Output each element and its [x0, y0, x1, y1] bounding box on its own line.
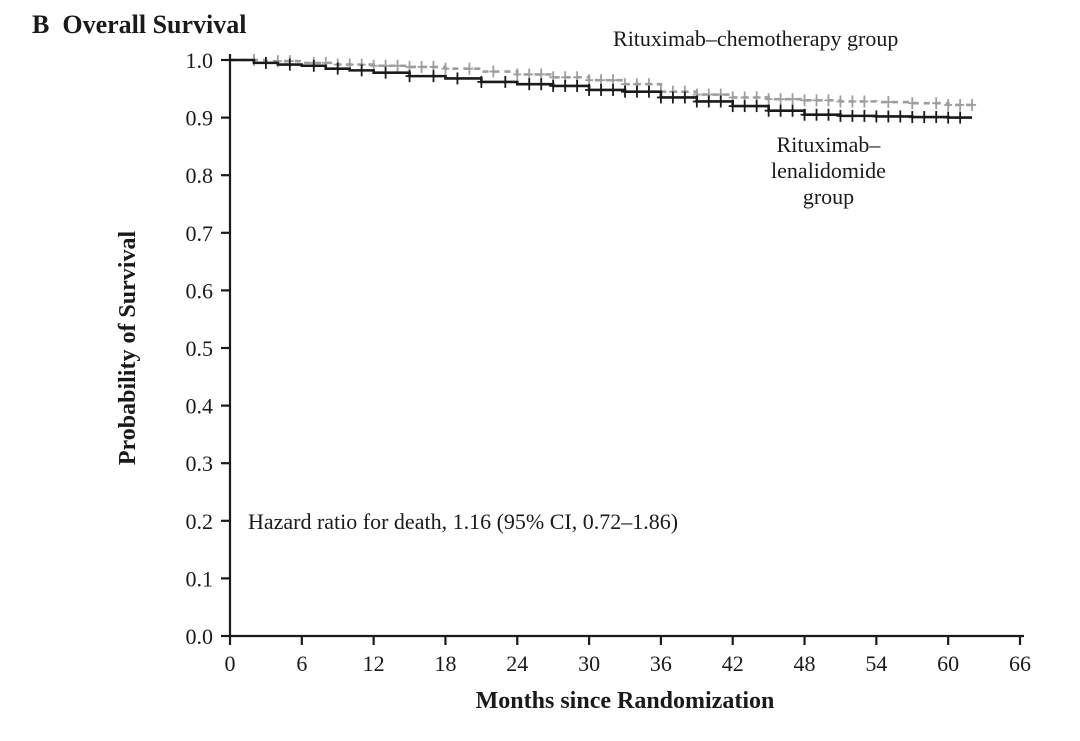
y-tick-label: 0.0: [186, 624, 214, 649]
y-tick-label: 0.6: [186, 278, 214, 303]
x-tick-label: 54: [865, 651, 887, 676]
x-tick-label: 6: [296, 651, 307, 676]
x-tick-label: 42: [722, 651, 744, 676]
km-chart: 0.0 0.1 0.2 0.3 0.4 0.5 0.6 0.7 0.8 0.9 1.0 0 6 12 18 2…: [0, 0, 1080, 741]
x-tick-label: 60: [937, 651, 959, 676]
x-tick-label: 66: [1009, 651, 1031, 676]
y-tick-label: 0.2: [186, 509, 214, 534]
y-tick-label: 0.1: [186, 566, 214, 591]
x-tick-label: 12: [363, 651, 385, 676]
x-axis-label: Months since Randomization: [476, 688, 775, 714]
y-tick-label: 0.3: [186, 451, 214, 476]
y-tick-label: 0.4: [186, 394, 214, 419]
y-tick-label: 0.7: [186, 221, 214, 246]
x-tick-label: 48: [794, 651, 816, 676]
x-tick-label: 18: [434, 651, 456, 676]
y-tick-label: 0.5: [186, 336, 214, 361]
x-tick-label: 24: [506, 651, 528, 676]
figure-panel: { "panel": { "letter": "B", "title": "Ov…: [0, 0, 1080, 741]
x-tick-label: 30: [578, 651, 600, 676]
x-tick-label: 0: [225, 651, 236, 676]
y-tick-label: 1.0: [186, 48, 214, 73]
label-rituximab-lenalidomide: Rituximab–lenalidomidegroup: [771, 132, 886, 209]
hazard-ratio-text: Hazard ratio for death, 1.16 (95% CI, 0.…: [248, 509, 678, 534]
y-axis-label: Probability of Survival: [115, 231, 141, 466]
label-rituximab-chemo: Rituximab–chemotherapy group: [613, 26, 898, 51]
y-tick-label: 0.8: [186, 163, 214, 188]
x-tick-label: 36: [650, 651, 672, 676]
y-tick-label: 0.9: [186, 106, 214, 131]
